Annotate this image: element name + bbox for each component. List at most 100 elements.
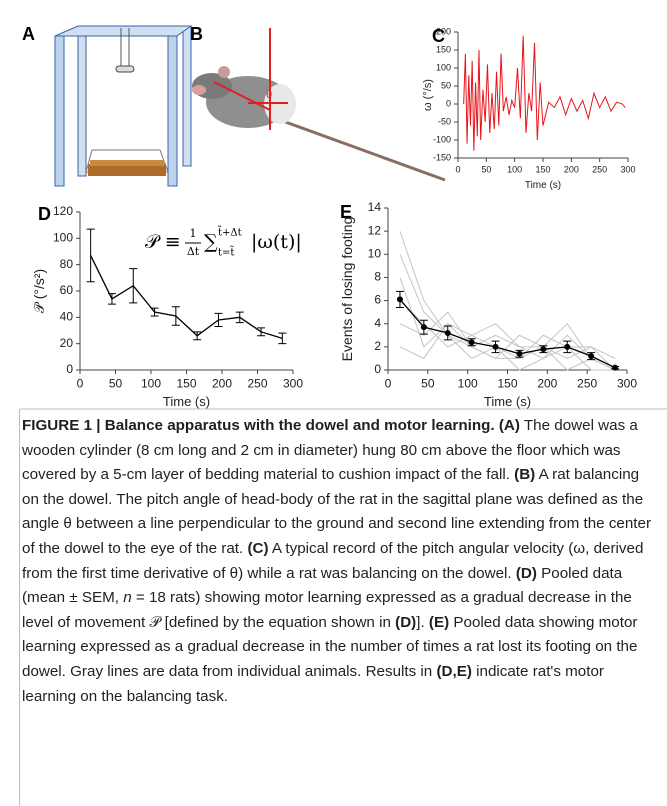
y-tick-label: 0 — [66, 362, 73, 376]
data-line — [90, 255, 283, 340]
equation-sup: t̃+Δt — [217, 225, 242, 238]
data-line — [399, 298, 616, 369]
x-tick-label: 0 — [77, 377, 84, 391]
panel-label: C — [432, 26, 445, 46]
panel-label: E — [340, 202, 352, 222]
y-tick-label: -100 — [433, 134, 451, 144]
caption-text: (C) — [247, 539, 269, 557]
x-axis-title: Time (s) — [525, 180, 561, 191]
x-tick-label: 50 — [481, 165, 491, 175]
equation-sub: t=t̃ — [218, 245, 234, 258]
x-tick-label: 300 — [617, 377, 637, 391]
x-tick-label: 250 — [247, 377, 267, 391]
panel-label: A — [22, 24, 35, 44]
error-bar — [278, 332, 287, 345]
equation-rhs: |ω(t)| — [251, 231, 302, 253]
error-bar — [107, 293, 116, 305]
data-point — [468, 339, 475, 346]
panel-label: B — [190, 24, 203, 44]
caption-text: indicate rat's motor learning on the bal… — [22, 662, 604, 705]
individual-line — [399, 300, 616, 371]
x-tick-label: 200 — [537, 377, 557, 391]
y-axis-title: ω (°/s) — [422, 79, 434, 111]
x-axis-title: Time (s) — [484, 394, 531, 409]
caption-border — [19, 409, 20, 806]
caption-text: FIGURE 1 | Balance apparatus with the do… — [22, 417, 520, 434]
data-point — [564, 343, 571, 350]
caption-text: (D,E) — [436, 662, 472, 680]
caption-text: n — [123, 589, 132, 607]
x-axis-title: Time (s) — [163, 394, 210, 409]
x-tick-label: 150 — [535, 165, 550, 175]
data-point — [588, 353, 595, 360]
x-tick-label: 0 — [385, 377, 392, 391]
data-point — [540, 346, 547, 353]
data-point — [516, 350, 523, 357]
error-bar — [257, 327, 266, 337]
caption: FIGURE 1 | Balance apparatus with the do… — [22, 414, 652, 709]
caption-text: (B) — [514, 466, 536, 484]
error-bar — [193, 331, 202, 341]
data-point — [396, 296, 403, 303]
caption-text: A typical record of the pitch angular ve… — [22, 539, 644, 582]
y-tick-label: 4 — [374, 316, 381, 330]
error-bar — [214, 312, 223, 328]
x-tick-label: 150 — [176, 377, 196, 391]
caption-text: = 18 rats) showing motor learning expres… — [22, 589, 632, 631]
caption-text: Pooled data showing motor learning expre… — [22, 613, 638, 680]
equation-sum: ∑ — [204, 231, 218, 253]
error-bar — [171, 306, 180, 326]
equation-lhs: 𝒫 ≡ — [145, 231, 181, 253]
x-tick-label: 200 — [212, 377, 232, 391]
y-tick-label: 10 — [368, 246, 382, 260]
y-tick-label: 0 — [446, 98, 451, 108]
y-tick-label: 150 — [436, 44, 451, 54]
data-line — [463, 35, 626, 151]
y-tick-label: 20 — [60, 336, 74, 350]
y-tick-label: 60 — [60, 283, 74, 297]
data-point — [492, 343, 499, 350]
caption-text: (D) — [515, 564, 537, 582]
y-tick-label: 2 — [374, 339, 381, 353]
x-tick-label: 300 — [620, 165, 635, 175]
x-tick-label: 100 — [458, 377, 478, 391]
y-tick-label: 14 — [368, 200, 382, 214]
data-point — [612, 364, 619, 371]
error-bar — [150, 307, 159, 317]
x-tick-label: 200 — [564, 165, 579, 175]
y-tick-label: 120 — [53, 204, 73, 218]
data-point — [420, 324, 427, 331]
caption-text: ]. — [416, 613, 429, 631]
rat-illustration: θ — [192, 28, 446, 182]
y-tick-label: 50 — [441, 80, 451, 90]
theta-symbol: θ — [266, 89, 272, 101]
caption-text: (D) — [395, 613, 417, 631]
caption-text: Pooled data (mean ± SEM, — [22, 564, 623, 607]
x-tick-label: 250 — [577, 377, 597, 391]
individual-line — [399, 277, 616, 371]
error-bar — [86, 228, 95, 283]
x-tick-label: 100 — [507, 165, 522, 175]
caption-text: The dowel was a wooden cylinder (8 cm lo… — [22, 417, 638, 484]
x-tick-label: 150 — [497, 377, 517, 391]
y-tick-label: -50 — [438, 116, 451, 126]
equation-num: 1 — [190, 227, 197, 240]
data-point — [444, 329, 451, 336]
y-axis-title: Events of losing footing — [339, 217, 355, 362]
x-tick-label: 250 — [592, 165, 607, 175]
y-tick-label: 200 — [436, 26, 451, 36]
x-tick-label: 0 — [455, 165, 460, 175]
y-tick-label: 12 — [368, 223, 382, 237]
y-axis-title: 𝒫 (°/s²) — [31, 269, 47, 313]
x-tick-label: 50 — [109, 377, 123, 391]
x-tick-label: 100 — [141, 377, 161, 391]
y-tick-label: 80 — [60, 257, 74, 271]
y-tick-label: 6 — [374, 293, 381, 307]
y-tick-label: -150 — [433, 152, 451, 162]
y-tick-label: 100 — [53, 231, 73, 245]
apparatus-illustration — [54, 25, 193, 187]
error-bar — [235, 311, 244, 324]
y-tick-label: 0 — [374, 362, 381, 376]
error-bar — [129, 268, 138, 304]
